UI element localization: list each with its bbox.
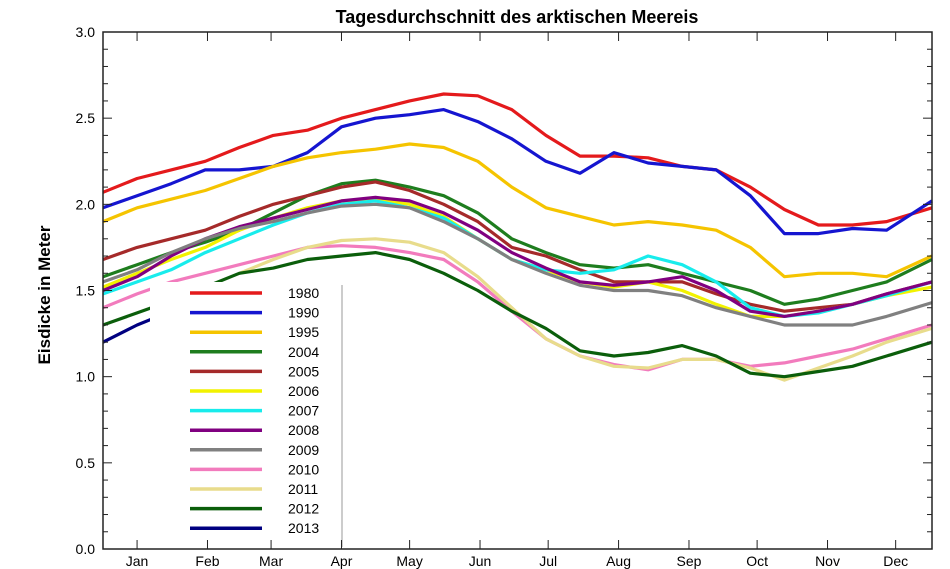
legend-box xyxy=(150,282,342,547)
x-tick-label: Apr xyxy=(331,553,353,569)
x-tick-label: Nov xyxy=(815,553,840,569)
x-tick-label: Feb xyxy=(195,553,219,569)
y-axis-label: Eisdicke in Meter xyxy=(35,225,54,364)
y-tick-label: 2.5 xyxy=(76,110,96,126)
x-tick-label: Jun xyxy=(469,553,492,569)
legend: 1980 1990 1995 2004 2005 2006 2007 2008 2009 2010… xyxy=(150,282,343,547)
y-tick-label: 0.0 xyxy=(76,541,96,557)
x-tick-label: Mar xyxy=(259,553,283,569)
legend-label-2004: 2004 xyxy=(288,344,319,360)
x-tick-label: May xyxy=(396,553,422,569)
legend-label-2005: 2005 xyxy=(288,363,319,379)
y-tick-label: 3.0 xyxy=(76,24,96,40)
x-tick-label: Aug xyxy=(606,553,631,569)
chart-title: Tagesdurchschnitt des arktischen Meereis xyxy=(336,7,699,27)
series-line-2009 xyxy=(102,202,933,327)
x-tick-label: Oct xyxy=(746,553,768,569)
legend-label-2007: 2007 xyxy=(288,403,319,419)
series-lines xyxy=(102,92,933,382)
series-line-1980 xyxy=(102,92,933,227)
legend-label-2008: 2008 xyxy=(288,422,319,438)
y-tick-label: 2.0 xyxy=(76,196,96,212)
axes: 0.0 0.5 1.0 1.5 2.0 2.5 3.0 Jan Feb Mar Apr May Jun J… xyxy=(76,24,932,569)
series-line-2008 xyxy=(102,195,933,318)
legend-label-2013: 2013 xyxy=(288,520,319,536)
legend-label-1990: 1990 xyxy=(288,305,319,321)
x-tick-label: Sep xyxy=(677,553,702,569)
y-tick-label: 1.5 xyxy=(76,283,96,299)
series-line-2005 xyxy=(102,180,933,313)
x-tick-label: Dec xyxy=(883,553,908,569)
legend-label-2006: 2006 xyxy=(288,383,319,399)
y-tick-label: 0.5 xyxy=(76,455,96,471)
legend-label-1995: 1995 xyxy=(288,324,319,340)
legend-label-2011: 2011 xyxy=(288,481,318,497)
x-tick-label: Jul xyxy=(539,553,557,569)
legend-label-2012: 2012 xyxy=(288,501,319,517)
series-line-1990 xyxy=(102,108,933,236)
series-line-1995 xyxy=(102,142,933,279)
series-line-2012 xyxy=(102,251,933,379)
legend-label-2009: 2009 xyxy=(288,442,319,458)
legend-label-2010: 2010 xyxy=(288,461,319,477)
legend-label-1980: 1980 xyxy=(288,285,319,301)
y-tick-label: 1.0 xyxy=(76,369,96,385)
x-tick-label: Jan xyxy=(126,553,149,569)
